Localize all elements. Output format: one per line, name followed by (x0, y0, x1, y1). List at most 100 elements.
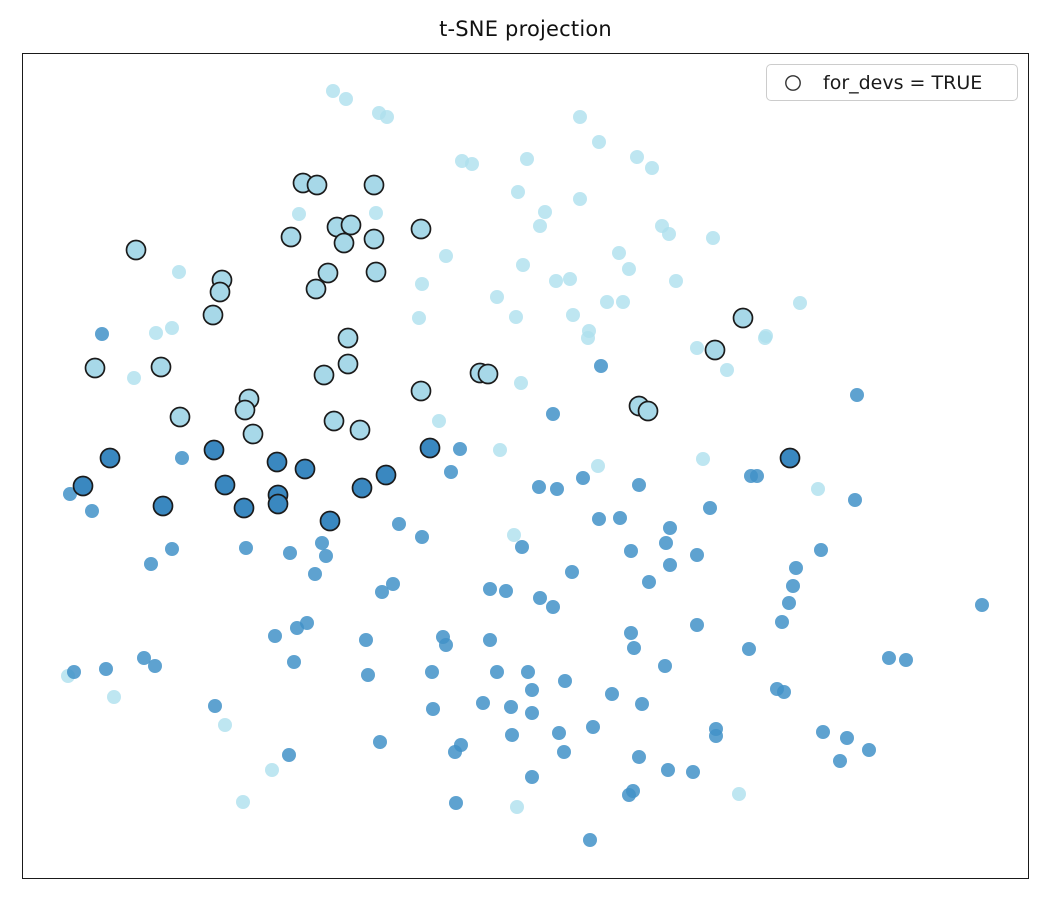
scatter-point (415, 530, 429, 544)
scatter-point (149, 326, 163, 340)
scatter-point (510, 800, 524, 814)
scatter-point (690, 618, 704, 632)
scatter-point (242, 423, 264, 445)
scatter-point (732, 787, 746, 801)
scatter-point (525, 770, 539, 784)
scatter-point (99, 662, 113, 676)
scatter-point (267, 493, 289, 515)
scatter-point (669, 274, 683, 288)
scatter-point (449, 796, 463, 810)
scatter-point (359, 633, 373, 647)
scatter-point (268, 629, 282, 643)
scatter-point (233, 497, 255, 519)
scatter-point (658, 659, 672, 673)
scatter-point (635, 697, 649, 711)
scatter-point (576, 471, 590, 485)
scatter-point (465, 157, 479, 171)
scatter-point (477, 363, 499, 385)
scatter-point (690, 548, 704, 562)
scatter-point (521, 665, 535, 679)
scatter-point (315, 536, 329, 550)
scatter-point (150, 356, 172, 378)
scatter-point (340, 214, 362, 236)
scatter-point (99, 447, 121, 469)
scatter-point (632, 478, 646, 492)
scatter-point (365, 261, 387, 283)
scatter-point (630, 150, 644, 164)
scatter-point (592, 512, 606, 526)
scatter-point (732, 307, 754, 329)
scatter-point (862, 743, 876, 757)
scatter-point (848, 493, 862, 507)
scatter-point (552, 726, 566, 740)
scatter-point (363, 228, 385, 250)
scatter-point (811, 482, 825, 496)
scatter-point (63, 487, 77, 501)
scatter-point (313, 364, 335, 386)
scatter-point (882, 651, 896, 665)
scatter-point (703, 501, 717, 515)
scatter-point (779, 447, 801, 469)
scatter-point (287, 655, 301, 669)
scatter-point (448, 745, 462, 759)
scatter-point (175, 451, 189, 465)
scatter-point (137, 651, 151, 665)
scatter-point (483, 582, 497, 596)
scatter-point (975, 598, 989, 612)
scatter-point (412, 311, 426, 325)
scatter-point (546, 600, 560, 614)
scatter-point (236, 795, 250, 809)
scatter-point (514, 376, 528, 390)
scatter-point (292, 207, 306, 221)
scatter-point (439, 249, 453, 263)
scatter-point (326, 84, 340, 98)
scatter-point (410, 380, 432, 402)
scatter-point (782, 596, 796, 610)
scatter-point (816, 725, 830, 739)
scatter-point (690, 341, 704, 355)
scatter-point (95, 327, 109, 341)
scatter-point (793, 296, 807, 310)
legend-label: for_devs = TRUE (823, 71, 983, 94)
scatter-point (661, 763, 675, 777)
chart-title: t-SNE projection (439, 17, 612, 41)
scatter-point (294, 458, 316, 480)
scatter-point (84, 357, 106, 379)
scatter-point (339, 92, 353, 106)
scatter-point (125, 239, 147, 261)
scatter-point (351, 477, 373, 499)
scatter-point (72, 475, 94, 497)
scatter-point (583, 833, 597, 847)
scatter-point (425, 665, 439, 679)
scatter-point (203, 439, 225, 461)
scatter-point (283, 546, 297, 560)
scatter-point (538, 205, 552, 219)
scatter-point (319, 549, 333, 563)
scatter-point (266, 451, 288, 473)
scatter-point (202, 304, 224, 326)
scatter-point (786, 579, 800, 593)
scatter-point (308, 567, 322, 581)
legend: for_devs = TRUE (766, 64, 1018, 101)
scatter-point (525, 706, 539, 720)
scatter-point (148, 659, 162, 673)
scatter-point (415, 277, 429, 291)
scatter-point (426, 702, 440, 716)
scatter-point (392, 517, 406, 531)
scatter-point (375, 585, 389, 599)
scatter-point (516, 258, 530, 272)
scatter-point (624, 544, 638, 558)
scatter-point (373, 735, 387, 749)
scatter-point (165, 321, 179, 335)
scatter-point (515, 540, 529, 554)
scatter-point (709, 729, 723, 743)
scatter-point (586, 720, 600, 734)
scatter-point (549, 274, 563, 288)
scatter-point (565, 565, 579, 579)
scatter-point (533, 219, 547, 233)
scatter-point (410, 218, 432, 240)
scatter-point (573, 110, 587, 124)
scatter-point (605, 687, 619, 701)
